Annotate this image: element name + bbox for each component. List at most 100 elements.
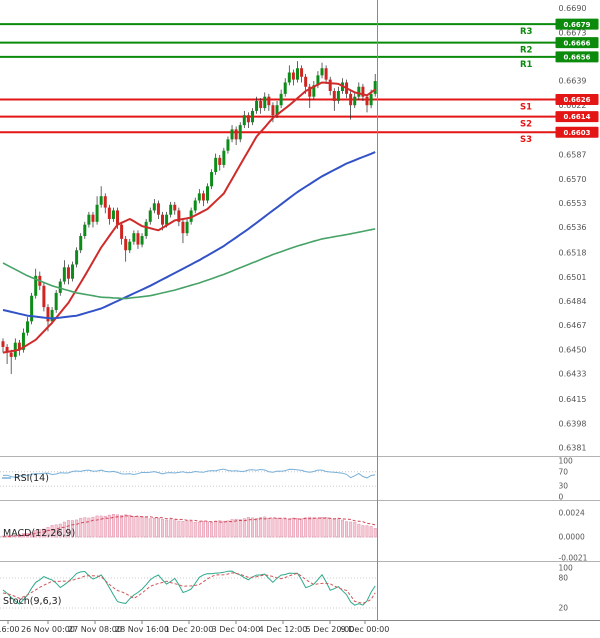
bear-candle: [218, 157, 222, 165]
macd-histogram-bar: [291, 517, 295, 538]
bull-candle: [287, 72, 291, 83]
bear-candle: [181, 221, 185, 234]
macd-histogram-bar: [62, 521, 66, 538]
macd-histogram-bar: [324, 517, 328, 538]
macd-histogram-bar: [197, 521, 201, 538]
bear-candle: [107, 207, 111, 219]
bear-candle: [361, 86, 365, 97]
macd-histogram-bar: [267, 517, 271, 538]
macd-histogram-bar: [279, 518, 283, 538]
rsi-tick: 0: [559, 493, 564, 502]
bull-candle: [312, 85, 316, 97]
bull-candle: [21, 332, 25, 350]
pivot-label-r3: R3: [520, 27, 533, 37]
bear-candle: [234, 129, 238, 140]
macd-histogram-bar: [349, 521, 353, 538]
macd-histogram-bar: [152, 518, 156, 538]
macd-histogram-bar: [226, 520, 230, 538]
bull-candle: [255, 100, 259, 111]
macd-histogram-bar: [373, 528, 377, 538]
bear-candle: [103, 196, 107, 208]
macd-tick: -0.0021: [559, 554, 588, 563]
bear-candle: [246, 115, 250, 123]
macd-histogram-bar: [214, 520, 218, 538]
macd-histogram-bar: [46, 527, 50, 538]
bull-candle: [214, 157, 218, 173]
macd-histogram-bar: [165, 519, 169, 538]
bear-candle: [9, 352, 13, 357]
price-tick: 0.6673: [559, 28, 587, 37]
bull-candle: [169, 204, 173, 215]
macd-histogram-bar: [103, 515, 107, 538]
bull-candle: [62, 267, 66, 282]
pivot-badge-value: 0.6626: [563, 96, 590, 104]
bear-candle: [259, 100, 263, 109]
macd-histogram-bar: [169, 519, 173, 538]
bull-candle: [185, 221, 189, 234]
macd-histogram-bar: [336, 518, 340, 538]
macd-histogram-bar: [111, 514, 115, 538]
bear-candle: [308, 86, 312, 97]
macd-histogram-bar: [83, 517, 87, 538]
bear-candle: [66, 267, 70, 279]
macd-histogram-bar: [173, 519, 177, 538]
bull-candle: [34, 275, 38, 296]
bear-candle: [156, 203, 160, 215]
pivot-badge-s2: [555, 111, 599, 123]
bull-candle: [316, 75, 320, 86]
time-axis-label: 26 Nov 00:00: [21, 625, 75, 634]
stoch-label: Stoch(9,6,3): [3, 596, 61, 607]
macd-histogram-bar: [5, 534, 9, 538]
macd-histogram-bar: [161, 519, 165, 538]
macd-histogram-bar: [124, 514, 128, 538]
macd-histogram-bar: [91, 516, 95, 538]
macd-histogram-bar: [238, 519, 242, 538]
bear-candle: [271, 105, 275, 116]
bull-candle: [75, 250, 79, 265]
price-tick: 0.6467: [559, 321, 587, 330]
bull-candle: [71, 264, 75, 279]
macd-histogram-bar: [361, 525, 365, 538]
bear-candle: [5, 346, 9, 353]
macd-histogram-bar: [42, 528, 46, 538]
rsi-tick: 100: [559, 457, 574, 466]
bull-candle: [87, 214, 91, 225]
price-axis-labels: 0.6690 0.6673 0.6639 0.6622 0.6587 0.6570 0.65…: [559, 4, 587, 452]
bull-candle: [373, 81, 377, 94]
macd-histogram-bar: [128, 514, 132, 538]
bull-candle: [206, 186, 209, 201]
macd-histogram-bar: [181, 521, 185, 538]
bull-candle: [148, 210, 152, 222]
bull-candle: [132, 233, 136, 242]
pivot-badge-value: 0.6666: [563, 39, 590, 47]
price-tick: 0.6501: [559, 273, 587, 282]
bull-candle: [95, 204, 99, 222]
time-axis-label: 1 Dec 20:00: [165, 625, 214, 634]
bull-candle: [189, 210, 193, 222]
pivot-label-s3: S3: [520, 135, 532, 145]
macd-histogram-bar: [250, 517, 254, 538]
bear-candle: [120, 224, 124, 239]
time-axis-label: 9 Dec 00:00: [341, 625, 390, 634]
macd-histogram-bar: [140, 516, 144, 538]
bull-candle: [226, 139, 230, 151]
bear-candle: [365, 96, 369, 106]
macd-histogram-bar: [177, 520, 181, 538]
bull-candle: [54, 292, 58, 310]
bear-candle: [161, 214, 165, 225]
bull-candle: [263, 96, 267, 109]
price-tick: 0.6553: [559, 199, 587, 208]
rsi-tick: 30: [559, 482, 569, 491]
macd-histogram-bar: [79, 517, 83, 538]
rsi-tick: 70: [559, 467, 569, 476]
macd-histogram-bar: [148, 518, 152, 538]
bear-candle: [300, 68, 304, 77]
bear-candle: [91, 214, 95, 222]
macd-histogram-bar: [295, 518, 299, 538]
stoch-tick: 80: [559, 574, 569, 583]
macd-histogram-bar: [210, 521, 214, 538]
macd-histogram-bar: [242, 518, 246, 538]
macd-histogram-bar: [201, 520, 205, 538]
